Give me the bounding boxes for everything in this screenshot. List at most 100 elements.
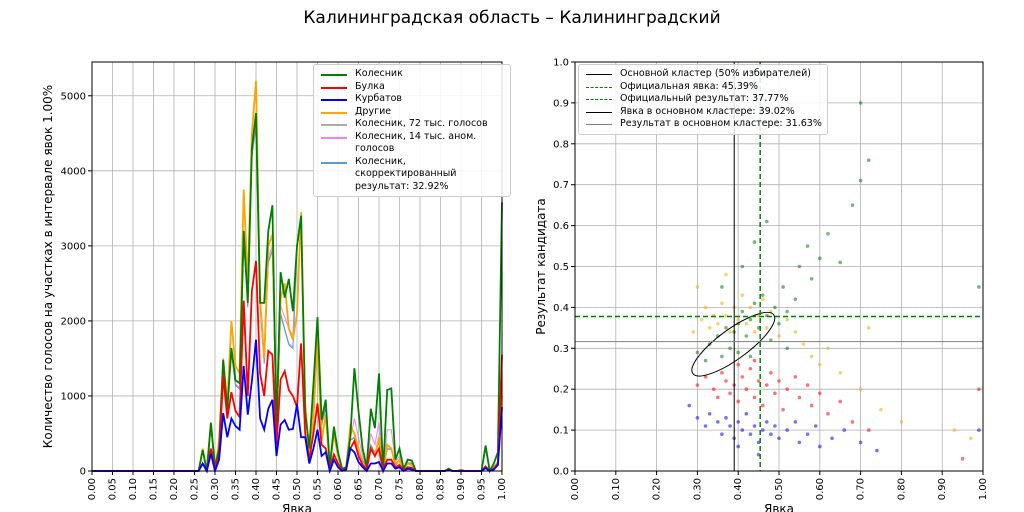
x-tick-label: 0.90 [456, 478, 467, 500]
scatter-point [724, 313, 728, 318]
y-tick-label: 3000 [61, 241, 86, 252]
y-tick-label: 1.0 [553, 58, 569, 69]
y-tick-label: 0.1 [553, 426, 569, 437]
x-axis-label: Явка [764, 502, 794, 512]
scatter-point [805, 432, 810, 436]
scatter-point [720, 301, 724, 306]
legend-item: Булка [319, 81, 505, 94]
scatter-point [818, 362, 822, 367]
legend-label: Основной кластер (50% избирателей) [620, 68, 811, 79]
scatter-point [707, 411, 712, 416]
x-tick-label: 0.75 [395, 478, 406, 500]
scatter-point [977, 387, 981, 392]
x-tick-label: 0.85 [436, 478, 447, 500]
y-tick-label: 1000 [61, 391, 86, 402]
y-tick-label: 4000 [61, 166, 86, 177]
scatter-point [826, 231, 830, 236]
scatter-point [842, 428, 847, 432]
scatter-point [752, 240, 757, 244]
scatter-point [879, 407, 883, 412]
x-tick-label: 0.20 [169, 478, 180, 500]
scatter-point [720, 371, 724, 375]
legend-label: Колесник, 72 тыс. голосов [355, 118, 488, 129]
scatter-point [793, 375, 798, 379]
scatter-point [744, 387, 749, 392]
x-tick-label: 1.00 [497, 478, 508, 500]
x-tick-label: 0.50 [292, 478, 303, 500]
scatter-point [977, 428, 981, 432]
legend-item: Официальная явка: 45.39% [584, 81, 822, 94]
scatter-point [740, 428, 745, 432]
scatter-point [838, 260, 842, 265]
scatter-point [699, 317, 704, 322]
x-tick-label: 0.40 [733, 478, 744, 500]
scatter-point [764, 383, 769, 387]
scatter-point [858, 178, 863, 183]
scatter-point [769, 432, 773, 436]
scatter-point [724, 379, 728, 383]
scatter-point [695, 416, 700, 420]
scatter-point [809, 403, 814, 408]
scatter-point [899, 420, 904, 424]
legend-item: Явка в основном кластере: 39.02% [584, 106, 822, 119]
x-tick-label: 0.60 [333, 478, 344, 500]
scatter-point [744, 334, 749, 338]
scatter-point [818, 256, 822, 261]
y-tick-label: 0.3 [553, 344, 569, 355]
scatter-point [977, 285, 981, 289]
scatter-point [740, 264, 745, 269]
x-tick-label: 0.05 [108, 478, 119, 500]
x-tick-label: 0.45 [272, 478, 283, 500]
legend-label: Курбатов [355, 93, 403, 104]
legend-label: Колесник, скорректированный результат: 3… [355, 155, 457, 192]
scatter-point [968, 436, 973, 441]
scatter-point [728, 346, 732, 351]
scatter-point [720, 285, 724, 289]
scatter-point [724, 272, 728, 277]
legend-swatch [586, 124, 612, 125]
y-tick-label: 2000 [61, 316, 86, 327]
scatter-point [760, 293, 765, 297]
scatter-point [866, 428, 871, 432]
legend-swatch [321, 136, 347, 139]
legend-label: Официальный результат: 37.77% [620, 93, 789, 104]
scatter-point [687, 403, 692, 408]
scatter-point [801, 342, 806, 347]
scatter-point [744, 411, 749, 416]
x-tick-label: 0.70 [856, 478, 867, 500]
x-tick-label: 0.35 [231, 478, 242, 500]
legend-item: Результат в основном кластере: 31.63% [584, 118, 822, 131]
scatter-point [777, 379, 781, 383]
scatter-point [793, 297, 798, 302]
x-tick-label: 0.10 [128, 478, 139, 500]
plot-1: 0.00 0.10 0.20 0.30 0.40 0.50 0.60 0.70 0.80 0.90… [534, 58, 989, 512]
x-tick-label: 0.80 [415, 478, 426, 500]
scatter-point [813, 424, 818, 428]
scatter-point [748, 432, 753, 436]
x-tick-label: 0.65 [354, 478, 365, 500]
scatter-point [695, 350, 700, 355]
scatter-point [781, 407, 785, 412]
scatter-point [785, 387, 789, 392]
scatter-point [805, 383, 810, 387]
scatter-point [850, 203, 855, 207]
plot-frame [91, 61, 503, 472]
scatter-point [826, 346, 830, 351]
legend-item: Колесник, скорректированный результат: 3… [319, 156, 505, 194]
y-tick-label: 0.7 [553, 180, 569, 191]
scatter-point [777, 334, 781, 338]
scatter-point [764, 219, 769, 224]
x-tick-label: 1.00 [978, 478, 989, 500]
x-tick-label: 0.30 [692, 478, 703, 500]
scatter-point [793, 330, 798, 334]
scatter-point [785, 309, 789, 314]
scatter-point [703, 305, 708, 310]
x-tick-label: 0.00 [87, 478, 98, 500]
legend-label: Официальная явка: 45.39% [620, 80, 758, 92]
legend-swatch [586, 111, 612, 113]
plot-0: 0.00 0.05 0.10 0.15 0.20 0.25 0.30 0.35 0.40 0.45… [41, 61, 508, 512]
scatter-point [740, 293, 745, 297]
series-line-2 [92, 339, 503, 475]
y-tick-label: 5000 [61, 91, 86, 102]
